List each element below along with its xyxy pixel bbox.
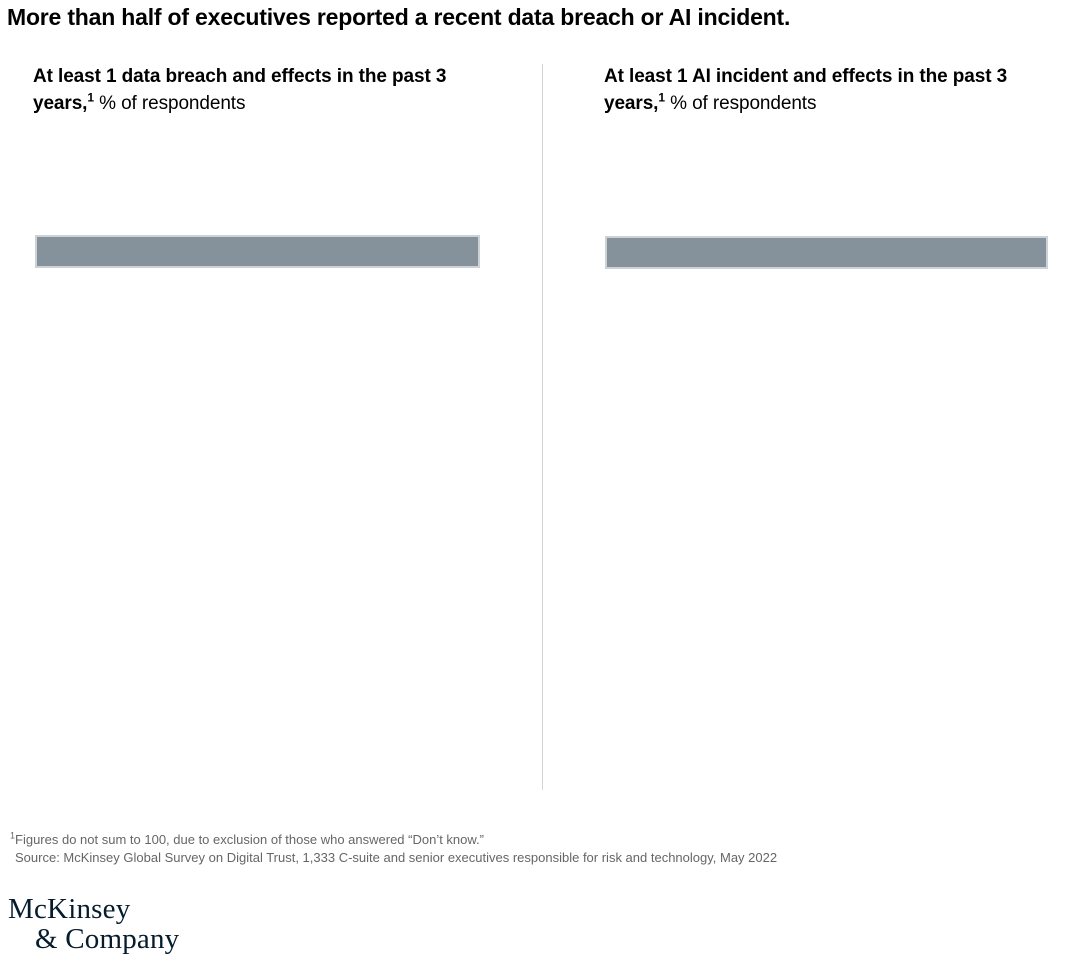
panel-heading-ai-incident: At least 1 AI incident and effects in th… xyxy=(604,63,1069,117)
data-breach-bar xyxy=(35,235,480,268)
page-title: More than half of executives reported a … xyxy=(7,4,791,30)
footnote-text: Figures do not sum to 100, due to exclus… xyxy=(15,832,484,847)
logo-line-mckinsey: McKinsey xyxy=(8,893,131,925)
footnote-marker: 1 xyxy=(10,830,16,841)
mckinsey-logo: McKinsey & Company xyxy=(8,894,179,954)
panel-heading-unit-text: % of respondents xyxy=(93,93,246,114)
panel-divider xyxy=(542,64,543,790)
panel-heading-bold-text: At least 1 AI incident and effects in th… xyxy=(604,66,1008,114)
panel-heading-data-breach: At least 1 data breach and effects in th… xyxy=(33,63,498,117)
logo-line-company: & Company xyxy=(35,923,180,955)
footnote-marker: 1 xyxy=(87,90,94,105)
footnote-marker: 1 xyxy=(658,90,665,105)
panel-heading-bold-text: At least 1 data breach and effects in th… xyxy=(33,66,447,114)
panel-heading-unit-text: % of respondents xyxy=(664,93,817,114)
ai-incident-bar xyxy=(605,236,1048,269)
footnote-line-figures: 1Figures do not sum to 100, due to exclu… xyxy=(10,831,777,849)
footnote: 1Figures do not sum to 100, due to exclu… xyxy=(10,831,777,866)
footnote-line-source: Source: McKinsey Global Survey on Digita… xyxy=(15,849,778,865)
